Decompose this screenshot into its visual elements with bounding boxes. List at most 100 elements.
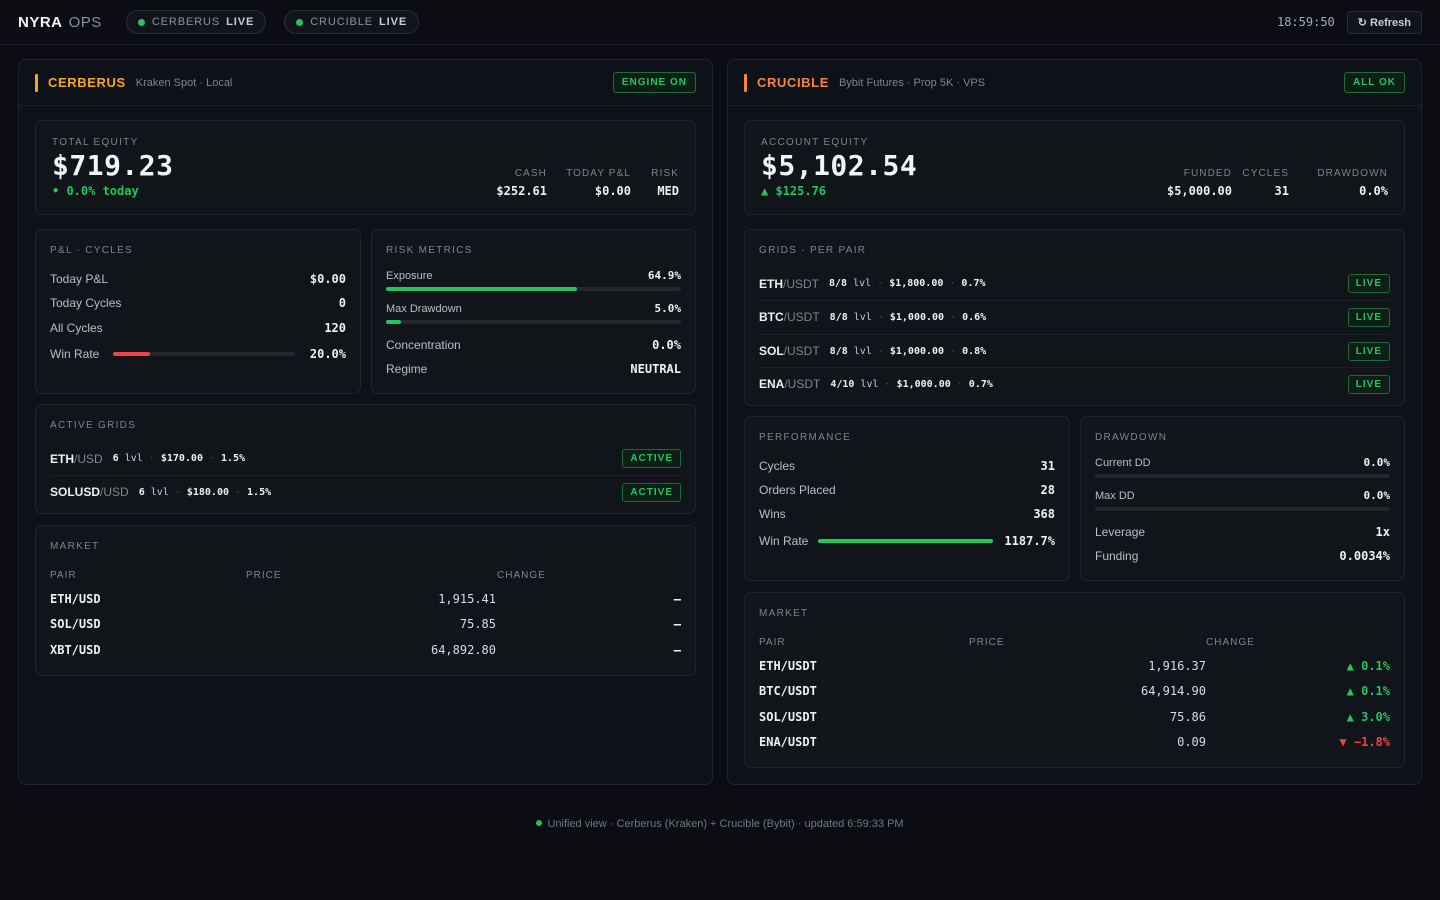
grid-row[interactable]: ETH /USDT 8/8 lvl · $1,800.00 · 0.7% LIVE <box>759 267 1390 300</box>
risk-row-max-dd: Max Drawdown 5.0% <box>386 302 681 315</box>
row-value: 5.0% <box>654 302 682 315</box>
col-header-pair: PAIR <box>50 570 77 581</box>
grid-levels: 4/10 <box>830 378 855 390</box>
grid-info: 6 lvl · $170.00 · 1.5% <box>112 453 246 464</box>
market-row[interactable]: ENA/USDT 0.09 ▼ −1.8% <box>759 735 1390 755</box>
market-pair: ENA/USDT <box>759 735 817 749</box>
row-key: Wins <box>759 507 786 521</box>
market-pair: XBT/USD <box>50 643 101 657</box>
grid-status-badge: LIVE <box>1347 274 1390 293</box>
equity-card: ACCOUNT EQUITY $5,102.54 ▲ $125.76 FUNDE… <box>744 120 1405 215</box>
status-pill-cerberus[interactable]: CERBERUS LIVE <box>125 10 267 34</box>
stat-value: 0.0% <box>1359 184 1388 198</box>
pnl-cycles-card: P&L · CYCLES Today P&L $0.00 Today Cycle… <box>35 229 361 394</box>
stat-label: FUNDED <box>1183 168 1232 179</box>
grid-status-badge: ACTIVE <box>622 449 681 468</box>
grid-info: 6 lvl · $180.00 · 1.5% <box>138 486 272 498</box>
market-row[interactable]: SOL/USD 75.85 — <box>50 617 681 637</box>
stat-label: RISK <box>651 168 679 179</box>
stat-label: CASH <box>514 168 547 179</box>
engine-status-badge: ENGINE ON <box>612 72 696 93</box>
card-title: PERFORMANCE <box>759 432 852 443</box>
col-header-pair: PAIR <box>759 637 786 648</box>
grid-size: $170.00 <box>160 453 203 464</box>
status-dot-icon <box>536 820 543 826</box>
market-change: ▲ 3.0% <box>1346 710 1390 724</box>
stat-value: MED <box>657 184 679 198</box>
stat-cash: CASH $252.61 <box>496 168 547 198</box>
grid-row[interactable]: SOLUSD /USD 6 lvl · $180.00 · 1.5% ACTIVE <box>50 475 681 508</box>
grid-row[interactable]: ENA /USDT 4/10 lvl · $1,000.00 · 0.7% LIVE <box>759 367 1390 400</box>
engine-name: CRUCIBLE <box>757 75 829 90</box>
row-key: Win Rate <box>50 347 100 361</box>
risk-metrics-card: RISK METRICS Exposure 64.9% Max Drawdown… <box>371 229 696 394</box>
equity-value: $5,102.54 <box>761 149 918 182</box>
market-price: 0.09 <box>1177 735 1206 749</box>
row-value: 64.9% <box>647 269 681 282</box>
row-key: Win Rate <box>759 534 809 548</box>
row-value: 28 <box>1040 483 1055 497</box>
win-rate-fill <box>818 539 994 543</box>
market-price: 1,916.37 <box>1148 659 1206 673</box>
cerberus-panel: CERBERUS Kraken Spot · Local ENGINE ON T… <box>18 59 713 785</box>
grid-spacing: 1.5% <box>221 453 246 464</box>
refresh-button[interactable]: ↻ Refresh <box>1346 10 1422 34</box>
engine-subtitle: Kraken Spot · Local <box>135 76 233 89</box>
grid-levels: 8/8 <box>829 278 848 289</box>
grid-pair-quote: /USDT <box>784 377 821 391</box>
grid-pair-quote: /USD <box>100 485 129 499</box>
grid-lvl-unit: lvl <box>853 311 872 323</box>
stat-cycles: CYCLES 31 <box>1242 168 1289 198</box>
grid-pair-base: ETH <box>759 276 783 291</box>
status-dot-icon <box>137 18 145 26</box>
row-value: NEUTRAL <box>630 362 681 376</box>
dd-row-current: Current DD 0.0% <box>1095 456 1390 469</box>
grid-pair-base: BTC <box>759 310 784 324</box>
pnl-row-cycles: Today Cycles 0 <box>50 296 346 310</box>
footer-text: Unified view · Cerberus (Kraken) + Cruci… <box>547 818 904 830</box>
grid-row[interactable]: ETH /USD 6 lvl · $170.00 · 1.5% ACTIVE <box>50 442 681 475</box>
footer-status: Unified view · Cerberus (Kraken) + Cruci… <box>0 818 1440 830</box>
col-header-price: PRICE <box>246 570 282 581</box>
market-change: — <box>673 617 681 631</box>
grid-pair-base: SOL <box>759 344 784 358</box>
risk-row-exposure: Exposure 64.9% <box>386 269 681 282</box>
win-rate-bar <box>113 352 296 356</box>
stat-value: $0.00 <box>594 184 631 198</box>
status-pill-crucible[interactable]: CRUCIBLE LIVE <box>284 10 420 34</box>
market-pair: BTC/USDT <box>759 684 817 698</box>
market-row[interactable]: BTC/USDT 64,914.90 ▲ 0.1% <box>759 684 1390 704</box>
col-header-price: PRICE <box>969 637 1005 648</box>
market-pair: SOL/USD <box>50 617 101 631</box>
max-dd-fill <box>386 320 401 324</box>
max-dd-bar <box>1095 507 1390 511</box>
grid-info: 8/8 lvl · $1,000.00 · 0.8% <box>829 345 987 357</box>
market-price: 75.85 <box>459 617 496 631</box>
card-title: DRAWDOWN <box>1095 432 1168 443</box>
market-price: 64,892.80 <box>430 643 496 657</box>
row-key: All Cycles <box>50 321 103 335</box>
row-value: 368 <box>1033 507 1055 521</box>
market-row[interactable]: ETH/USDT 1,916.37 ▲ 0.1% <box>759 659 1390 679</box>
market-change: ▼ −1.8% <box>1339 735 1390 749</box>
row-key: Leverage <box>1095 525 1146 539</box>
market-row[interactable]: ETH/USD 1,915.41 — <box>50 592 681 612</box>
market-row[interactable]: XBT/USD 64,892.80 — <box>50 643 681 663</box>
market-change: ▲ 0.1% <box>1346 659 1390 673</box>
current-dd-bar <box>1095 474 1390 478</box>
grid-row[interactable]: SOL /USDT 8/8 lvl · $1,000.00 · 0.8% LIVE <box>759 334 1390 367</box>
market-pair: ETH/USDT <box>759 659 817 673</box>
market-row[interactable]: SOL/USDT 75.86 ▲ 3.0% <box>759 710 1390 730</box>
grid-row[interactable]: BTC /USDT 8/8 lvl · $1,000.00 · 0.6% LIVE <box>759 300 1390 333</box>
grid-size: $1,000.00 <box>889 311 945 323</box>
crucible-header: CRUCIBLE Bybit Futures · Prop 5K · VPS A… <box>728 60 1421 106</box>
grid-pair-base: ENA <box>759 377 785 391</box>
drawdown-card: DRAWDOWN Current DD 0.0% Max DD 0.0% Lev… <box>1080 416 1405 581</box>
crucible-panel: CRUCIBLE Bybit Futures · Prop 5K · VPS A… <box>727 59 1422 785</box>
pnl-row-today: Today P&L $0.00 <box>50 272 346 286</box>
grid-levels: 8/8 <box>829 345 848 357</box>
engine-status-badge: ALL OK <box>1343 72 1405 93</box>
row-key: Exposure <box>386 269 433 282</box>
pill-name: CERBERUS <box>151 16 221 28</box>
stat-drawdown: DRAWDOWN 0.0% <box>1317 168 1388 198</box>
